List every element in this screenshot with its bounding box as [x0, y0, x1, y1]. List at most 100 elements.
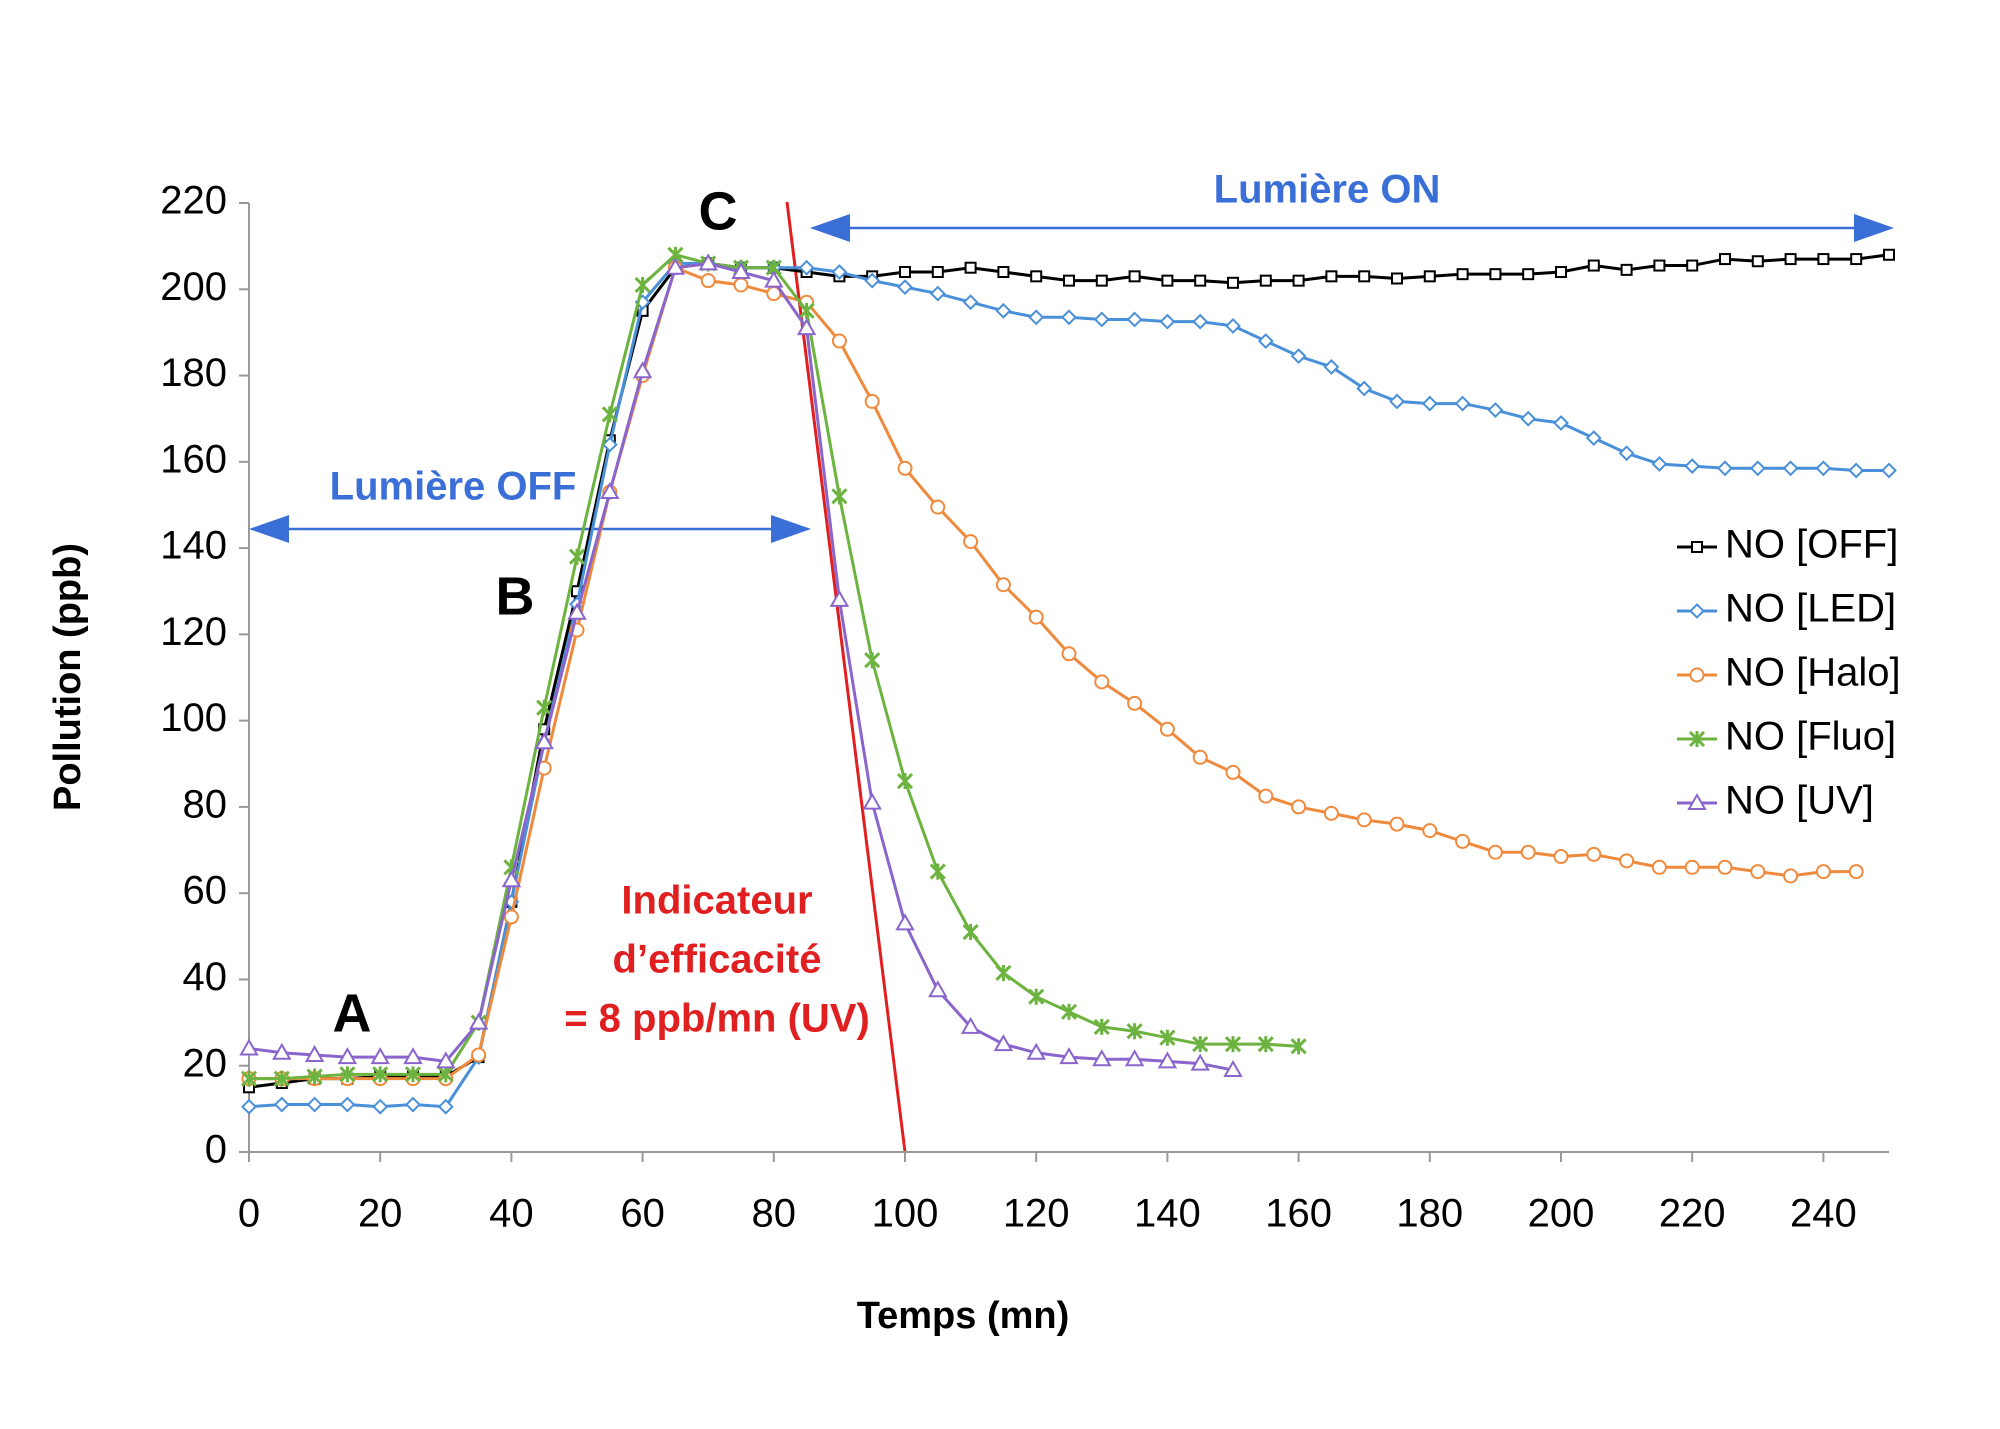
- data-point: [1223, 1060, 1243, 1078]
- data-point: [1586, 846, 1602, 862]
- data-point: [501, 870, 522, 888]
- data-point: [897, 460, 913, 476]
- data-point: [1358, 270, 1371, 283]
- data-point: [601, 406, 618, 423]
- data-point: [1291, 799, 1307, 815]
- data-point: [1815, 864, 1831, 880]
- x-axis-title: Temps (mn): [857, 1295, 1070, 1337]
- data-point: [1783, 868, 1799, 884]
- legend-marker: [1688, 730, 1706, 748]
- data-point: [764, 270, 784, 288]
- data-point: [993, 1034, 1014, 1052]
- data-point: [1323, 805, 1339, 821]
- data-point: [1124, 1049, 1145, 1067]
- data-point: [1686, 259, 1699, 272]
- data-point: [1092, 1049, 1112, 1067]
- data-point: [1487, 844, 1503, 860]
- data-point: [995, 577, 1011, 593]
- data-point: [1719, 253, 1731, 266]
- data-point: [632, 361, 653, 379]
- data-point: [1751, 255, 1764, 268]
- data-point: [436, 1051, 456, 1069]
- data-point: [1587, 259, 1600, 272]
- data-point: [1620, 263, 1633, 276]
- data-point: [1292, 274, 1305, 287]
- legend-marker: [1691, 541, 1703, 553]
- legend-marker: [1689, 603, 1705, 619]
- data-point: [1455, 833, 1471, 849]
- y-tick-label: 120: [160, 610, 227, 654]
- data-point: [1290, 1038, 1307, 1055]
- data-point: [1421, 395, 1438, 412]
- data-point: [862, 792, 882, 810]
- data-point: [1881, 462, 1897, 479]
- data-point: [997, 266, 1010, 279]
- data-point: [1192, 1036, 1209, 1053]
- data-point: [372, 1066, 389, 1083]
- data-point: [1192, 313, 1209, 330]
- data-point: [1651, 859, 1667, 875]
- data-point: [1585, 430, 1602, 447]
- data-point: [404, 1066, 422, 1083]
- data-point: [1522, 268, 1535, 281]
- data-point: [798, 302, 815, 319]
- x-tick-label: 0: [238, 1192, 260, 1236]
- series-line: [248, 253, 1890, 1089]
- data-point: [831, 264, 848, 280]
- data-point: [1095, 274, 1108, 287]
- data-point: [1553, 415, 1569, 431]
- data-point: [1653, 259, 1666, 272]
- data-point: [1093, 1018, 1110, 1035]
- data-point: [1093, 311, 1110, 328]
- data-point: [929, 285, 946, 302]
- x-tick-label: 120: [1003, 1192, 1070, 1236]
- light-on-arrow: [810, 214, 1894, 242]
- data-point: [1717, 859, 1733, 875]
- data-point: [1159, 721, 1175, 737]
- x-tick-label: 160: [1265, 1192, 1332, 1236]
- data-point: [240, 1070, 258, 1087]
- annotation: Indicateur: [621, 879, 812, 923]
- data-point: [964, 261, 977, 274]
- y-tick-label: 100: [160, 696, 227, 740]
- data-point: [1192, 749, 1208, 765]
- annotation: C: [699, 181, 738, 241]
- data-point: [895, 913, 915, 931]
- data-point: [665, 257, 686, 275]
- data-point: [1850, 253, 1863, 266]
- data-point: [930, 499, 946, 515]
- data-point: [962, 294, 979, 311]
- data-point: [1028, 309, 1045, 326]
- data-point: [1456, 268, 1469, 281]
- y-tick-label: 60: [183, 869, 228, 913]
- annotation: Lumière ON: [1214, 168, 1441, 212]
- annotation: Lumière OFF: [330, 465, 577, 509]
- data-point: [1555, 266, 1567, 279]
- data-point: [1128, 270, 1141, 283]
- data-point: [700, 273, 716, 289]
- legend-label: NO [LED]: [1725, 587, 1896, 631]
- data-point: [503, 909, 519, 925]
- data-point: [899, 266, 911, 279]
- data-point: [1848, 864, 1864, 880]
- x-tick-label: 140: [1134, 1192, 1201, 1236]
- x-tick-label: 180: [1396, 1192, 1463, 1236]
- y-tick-label: 160: [160, 437, 227, 481]
- data-point: [1257, 333, 1274, 349]
- data-point: [1225, 764, 1241, 780]
- data-point: [601, 436, 618, 453]
- data-point: [1290, 348, 1307, 365]
- data-point: [1454, 395, 1471, 412]
- data-point: [995, 964, 1012, 982]
- data-point: [1157, 1051, 1178, 1069]
- data-point: [1750, 864, 1766, 880]
- data-point: [1323, 359, 1340, 375]
- data-point: [1060, 1003, 1078, 1020]
- data-point: [1030, 270, 1043, 283]
- data-point: [1391, 272, 1403, 285]
- data-point: [536, 699, 553, 716]
- data-point: [831, 333, 847, 349]
- y-tick-label: 20: [183, 1041, 228, 1085]
- data-point: [1520, 844, 1536, 860]
